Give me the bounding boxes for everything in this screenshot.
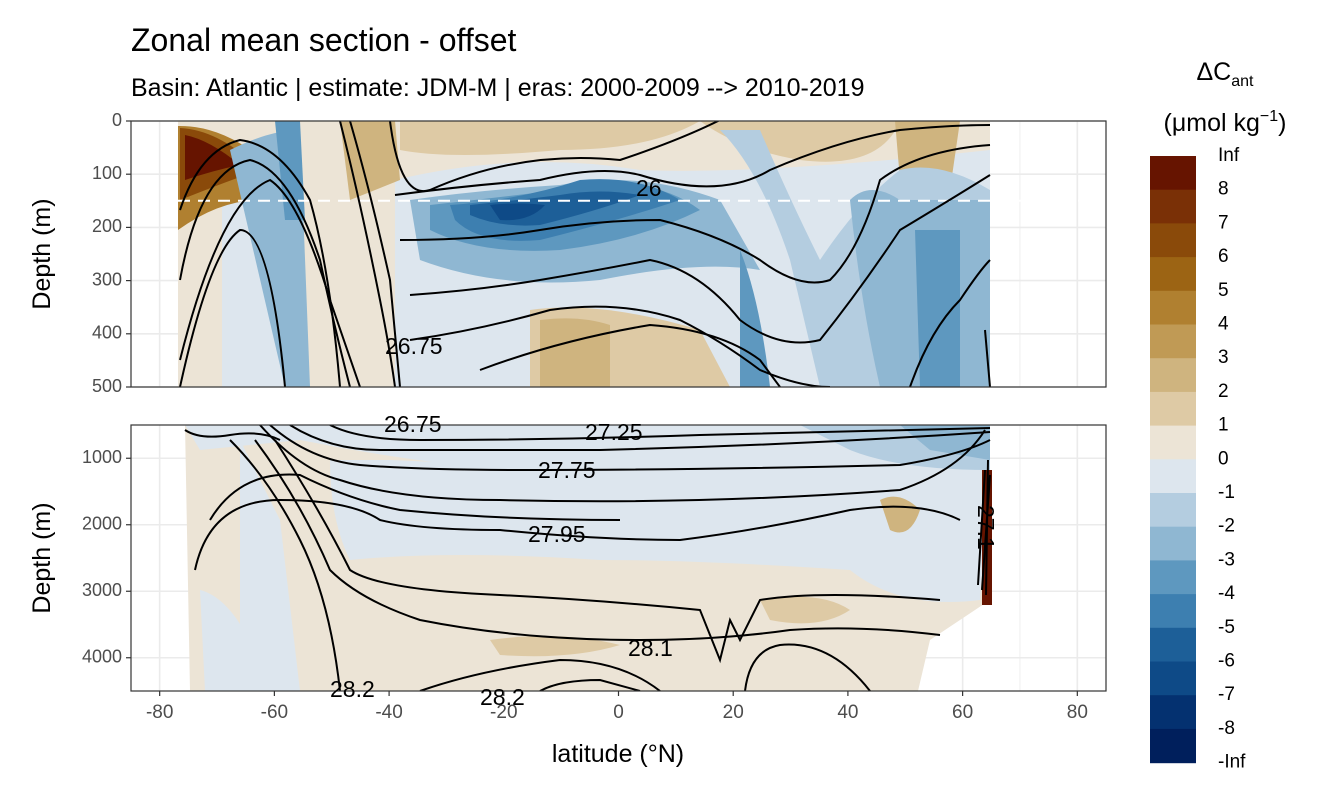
y-tick-label: 1000: [82, 447, 122, 467]
legend-label: -Inf: [1218, 752, 1246, 773]
x-axis: -80 -60 -40 -20 0 20 40 60 80: [146, 691, 1088, 723]
contour-label: 28.2: [480, 684, 525, 710]
y-tick-label: 100: [92, 163, 122, 183]
legend-label: 0: [1218, 448, 1229, 469]
legend-label: -3: [1218, 549, 1235, 570]
legend-swatch: [1150, 189, 1196, 224]
legend-swatch: [1150, 223, 1196, 258]
legend-title: ΔCant: [1196, 58, 1254, 90]
legend-swatch: [1150, 391, 1196, 427]
contour-label: 26.75: [384, 411, 442, 437]
legend-label: 1: [1218, 415, 1229, 436]
y-tick-label: 400: [92, 323, 122, 343]
legend-swatch: [1150, 627, 1196, 663]
legend-label: 8: [1218, 179, 1229, 200]
legend-swatch: [1150, 728, 1196, 764]
contour-label: 27.75: [538, 457, 596, 483]
legend-swatch: [1150, 695, 1196, 730]
x-tick-label: 80: [1067, 702, 1088, 723]
chart-subtitle: Basin: Atlantic | estimate: JDM-M | eras…: [131, 74, 865, 102]
legend-swatch: [1150, 358, 1196, 393]
legend-swatch: [1150, 526, 1196, 561]
contour-label: 27.95: [528, 521, 586, 547]
lower-panel: 26.75 27.25 27.75 27.95 28.1 28.2 28.2 2…: [130, 411, 1107, 710]
x-tick-label: 40: [837, 702, 858, 723]
y-tick-label: 4000: [82, 647, 122, 667]
upper-contours: [179, 121, 991, 387]
legend-swatch: [1150, 156, 1196, 191]
legend-swatch: [1150, 594, 1196, 629]
contour-label: 27.1: [973, 505, 999, 550]
legend-swatch: [1150, 324, 1196, 359]
legend-label: -6: [1218, 651, 1235, 672]
y-tick-label: 0: [112, 110, 122, 130]
contour-label: 28.1: [628, 635, 673, 661]
chart-title: Zonal mean section - offset: [131, 22, 517, 58]
x-tick-label: -60: [261, 702, 288, 723]
x-tick-label: -80: [146, 702, 173, 723]
legend-label: 6: [1218, 246, 1229, 267]
legend-label: -8: [1218, 718, 1235, 739]
legend-label: -5: [1218, 617, 1235, 638]
y-tick-label: 300: [92, 269, 122, 289]
x-tick-label: -20: [490, 702, 517, 723]
legend-label: -7: [1218, 684, 1235, 705]
x-tick-label: 20: [723, 702, 744, 723]
contour-label: 26: [636, 175, 662, 201]
legend-label: 2: [1218, 381, 1229, 402]
x-axis-title: latitude (°N): [552, 740, 684, 768]
y-tick-label: 200: [92, 216, 122, 236]
contour-label: 28.2: [330, 676, 375, 702]
x-tick-label: 0: [613, 702, 624, 723]
legend-swatch: [1150, 493, 1196, 528]
upper-field: [178, 121, 990, 387]
colorbar-legend: ΔCant (μmol kg−1) Inf 8 7 6 5 4 3 2 1 0 -1 -2 -3 -4 -5…: [1150, 58, 1286, 773]
legend-swatch: [1150, 290, 1196, 326]
contour-label: 27.25: [585, 419, 643, 445]
legend-units: (μmol kg−1): [1164, 108, 1287, 137]
y-tick-label: 3000: [82, 580, 122, 600]
legend-label: 4: [1218, 314, 1229, 335]
legend-label: 5: [1218, 280, 1229, 301]
legend-swatch: [1150, 257, 1196, 292]
legend-label: -1: [1218, 482, 1235, 503]
x-tick-label: 60: [952, 702, 973, 723]
upper-y-axis: 0 100 200 300 400 500: [92, 110, 131, 396]
lower-y-axis: 1000 2000 3000 4000: [82, 447, 131, 667]
legend-swatch: [1150, 425, 1196, 460]
lower-contours: [184, 425, 991, 691]
legend-swatch: [1150, 459, 1196, 494]
legend-label: Inf: [1218, 145, 1240, 166]
y-axis-title-lower: Depth (m): [28, 502, 56, 613]
legend-swatch: [1150, 661, 1196, 696]
legend-label: -4: [1218, 583, 1235, 604]
legend-label: -2: [1218, 516, 1235, 537]
legend-label: 3: [1218, 347, 1229, 368]
contour-label: 26.75: [385, 333, 443, 359]
upper-panel: 26 26.75: [130, 120, 1107, 388]
y-axis-title-upper: Depth (m): [28, 198, 56, 309]
legend-label: 7: [1218, 212, 1229, 233]
legend-swatch: [1150, 560, 1196, 595]
x-tick-label: -40: [375, 702, 402, 723]
y-tick-label: 500: [92, 376, 122, 396]
y-tick-label: 2000: [82, 514, 122, 534]
